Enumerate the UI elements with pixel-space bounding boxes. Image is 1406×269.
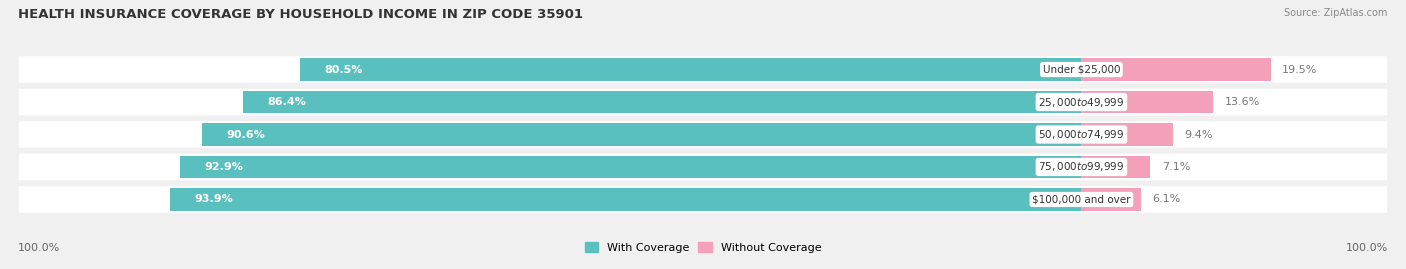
Text: $100,000 and over: $100,000 and over — [1032, 194, 1130, 204]
Text: 100.0%: 100.0% — [1346, 243, 1388, 253]
FancyBboxPatch shape — [18, 56, 1388, 83]
FancyBboxPatch shape — [18, 121, 1388, 148]
Bar — [1081, 123, 1173, 146]
Text: 7.1%: 7.1% — [1161, 162, 1191, 172]
Text: Under $25,000: Under $25,000 — [1043, 65, 1121, 75]
Bar — [1081, 91, 1213, 113]
Bar — [1081, 58, 1271, 81]
Text: 9.4%: 9.4% — [1184, 129, 1213, 140]
Text: 86.4%: 86.4% — [267, 97, 307, 107]
Text: 80.5%: 80.5% — [325, 65, 363, 75]
Text: $50,000 to $74,999: $50,000 to $74,999 — [1038, 128, 1125, 141]
Text: 93.9%: 93.9% — [194, 194, 233, 204]
Text: Source: ZipAtlas.com: Source: ZipAtlas.com — [1284, 8, 1388, 18]
Text: 6.1%: 6.1% — [1153, 194, 1181, 204]
Text: 19.5%: 19.5% — [1282, 65, 1317, 75]
Text: 100.0%: 100.0% — [18, 243, 60, 253]
Text: $75,000 to $99,999: $75,000 to $99,999 — [1038, 161, 1125, 174]
Legend: With Coverage, Without Coverage: With Coverage, Without Coverage — [585, 242, 821, 253]
Bar — [243, 91, 1081, 113]
FancyBboxPatch shape — [18, 186, 1388, 213]
Text: HEALTH INSURANCE COVERAGE BY HOUSEHOLD INCOME IN ZIP CODE 35901: HEALTH INSURANCE COVERAGE BY HOUSEHOLD I… — [18, 8, 583, 21]
Bar — [301, 58, 1081, 81]
Bar — [180, 156, 1081, 178]
FancyBboxPatch shape — [18, 89, 1388, 115]
Text: 92.9%: 92.9% — [204, 162, 243, 172]
Bar — [1081, 188, 1140, 211]
Bar — [1081, 156, 1150, 178]
Text: 13.6%: 13.6% — [1225, 97, 1260, 107]
Text: $25,000 to $49,999: $25,000 to $49,999 — [1038, 95, 1125, 108]
Bar — [202, 123, 1081, 146]
Bar — [170, 188, 1081, 211]
FancyBboxPatch shape — [18, 154, 1388, 180]
Text: 90.6%: 90.6% — [226, 129, 266, 140]
